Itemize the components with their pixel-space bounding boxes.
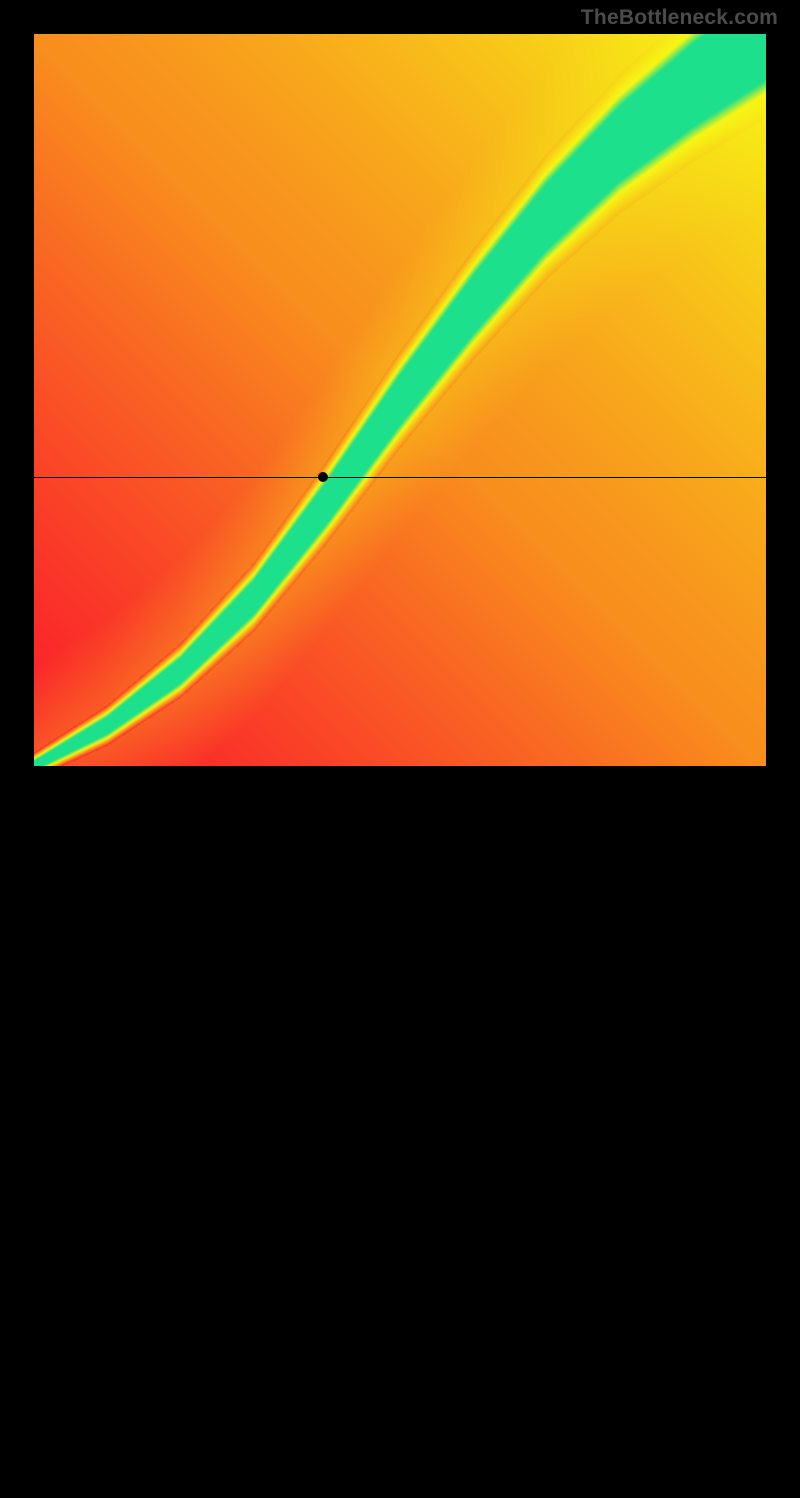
watermark-text: TheBottleneck.com: [581, 6, 778, 30]
chart-container: TheBottleneck.com: [0, 0, 800, 800]
heatmap-canvas: [34, 34, 766, 766]
plot-area: [34, 34, 766, 766]
crosshair-vertical: [323, 766, 324, 1498]
data-point-marker: [318, 472, 328, 482]
crosshair-horizontal: [34, 477, 766, 478]
